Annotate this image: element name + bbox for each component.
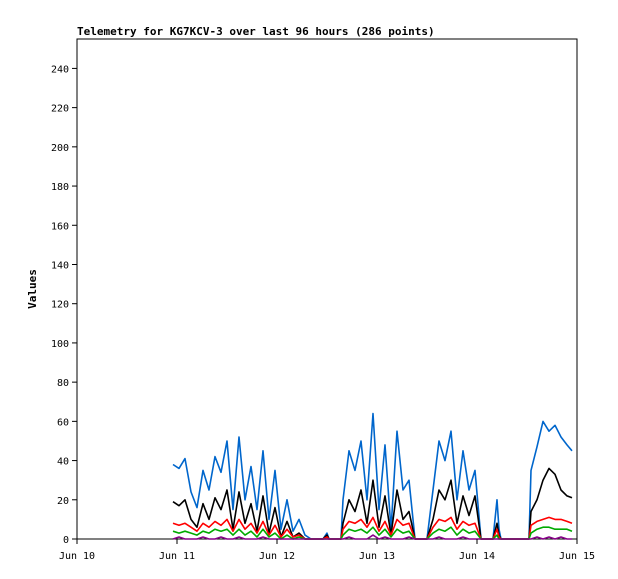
y-tick-label: 0 bbox=[63, 535, 69, 546]
y-tick-label: 240 bbox=[51, 64, 69, 75]
x-tick-label: Jun 15 bbox=[559, 551, 595, 562]
y-tick-label: 180 bbox=[51, 182, 69, 193]
y-tick-label: 140 bbox=[51, 260, 69, 271]
x-axis: Jun 10 Jun 11 Jun 12 Jun 13 Jun 14 Jun 15 bbox=[59, 539, 595, 562]
x-tick-label: Jun 13 bbox=[359, 551, 395, 562]
y-tick-label: 20 bbox=[57, 496, 69, 507]
y-tick-label: 100 bbox=[51, 339, 69, 350]
y-tick-label: 60 bbox=[57, 417, 69, 428]
x-tick-label: Jun 10 bbox=[59, 551, 95, 562]
y-tick-label: 40 bbox=[57, 457, 69, 468]
y-axis-label: Values bbox=[26, 269, 39, 309]
plot-area bbox=[76, 38, 578, 540]
y-tick-label: 200 bbox=[51, 143, 69, 154]
y-tick-label: 160 bbox=[51, 221, 69, 232]
x-tick-label: Jun 14 bbox=[459, 551, 495, 562]
series-layer bbox=[172, 412, 573, 540]
series-line-5 bbox=[172, 534, 572, 540]
x-tick-label: Jun 11 bbox=[159, 551, 195, 562]
y-tick-label: 80 bbox=[57, 378, 69, 389]
x-tick-label: Jun 12 bbox=[259, 551, 295, 562]
chart-title: Telemetry for KG7KCV-3 over last 96 hour… bbox=[77, 25, 435, 38]
y-axis: 0 20 40 60 80 100 120 140 160 180 200 220 240 bbox=[51, 64, 77, 546]
y-tick-label: 220 bbox=[51, 104, 69, 115]
y-tick-label: 120 bbox=[51, 300, 69, 311]
